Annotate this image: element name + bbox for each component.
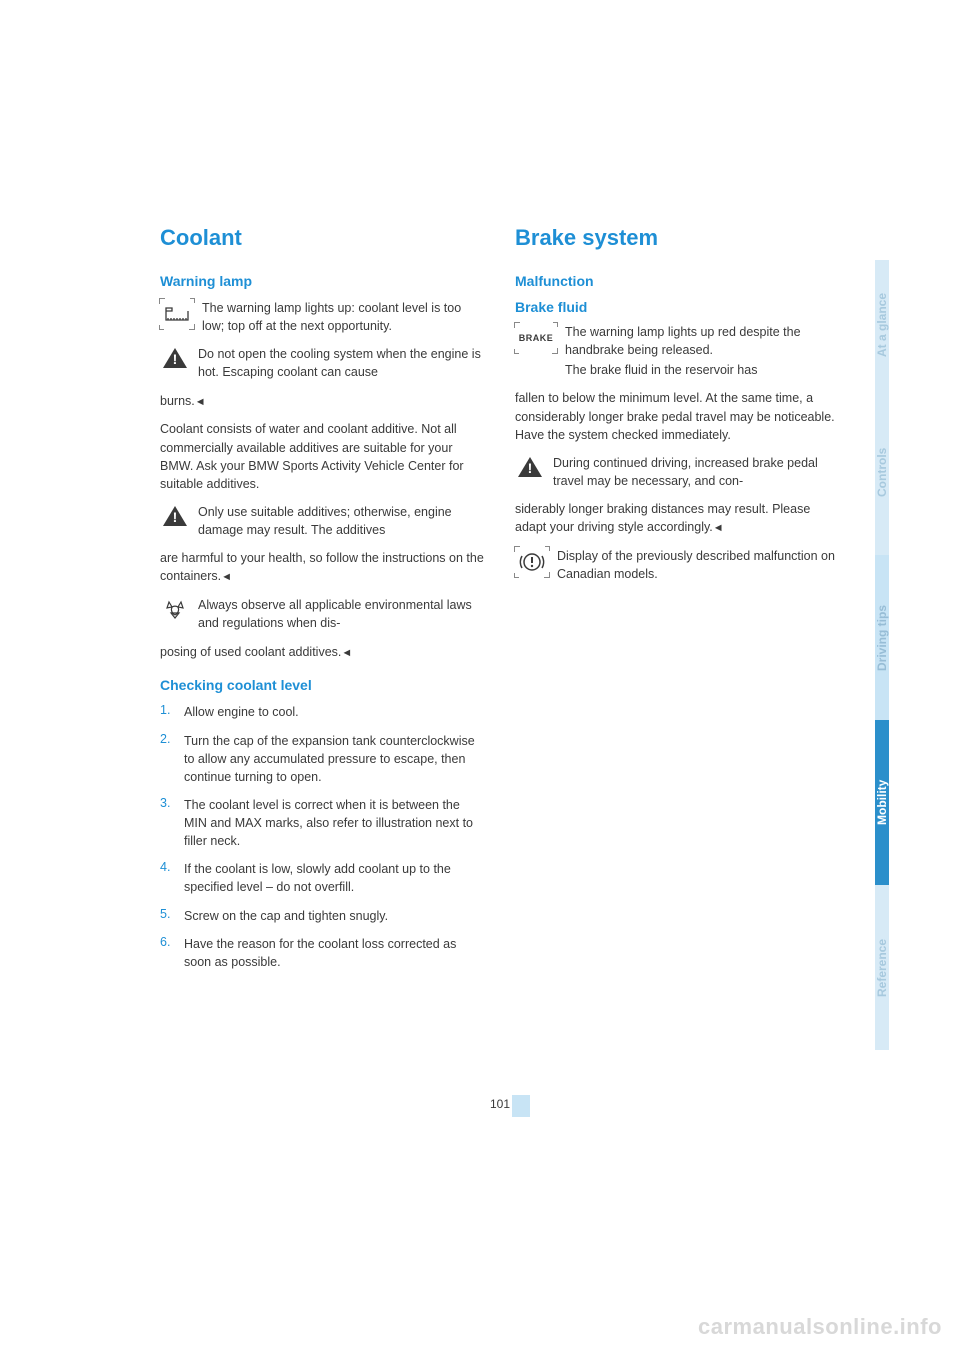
left-column: Coolant Warning lamp The warning lamp li… <box>160 225 485 981</box>
warning-triangle-icon: ! <box>160 503 190 529</box>
brake-caution-block: ! During continued driving, increased br… <box>515 454 840 492</box>
warning-p4b: are harmful to your health, so follow th… <box>160 549 485 586</box>
brake-text-icon: BRAKE <box>515 323 557 353</box>
warning-p2a: Do not open the cooling system when the … <box>198 345 485 381</box>
warning-triangle-icon: ! <box>515 454 545 480</box>
checking-heading: Checking coolant level <box>160 677 485 693</box>
side-tab[interactable]: Controls <box>875 390 889 555</box>
coolant-level-icon <box>160 299 194 329</box>
brake-title: Brake system <box>515 225 840 251</box>
warning-p1: The warning lamp lights up: coolant leve… <box>202 299 485 335</box>
side-tab[interactable]: At a glance <box>875 260 889 390</box>
svg-text:!: ! <box>173 509 178 525</box>
brake-warning-circle-icon <box>515 547 549 577</box>
brake-fluid-heading: Brake fluid <box>515 299 840 315</box>
page-number-bar <box>512 1095 530 1117</box>
brake-p2b: siderably longer braking distances may r… <box>515 500 840 537</box>
svg-text:!: ! <box>528 460 533 476</box>
warning-p4a: Only use suitable additives; otherwise, … <box>198 503 485 539</box>
page-number: 101 <box>490 1097 510 1111</box>
list-item: 6.Have the reason for the coolant loss c… <box>160 935 485 971</box>
side-tab[interactable]: Driving tips <box>875 555 889 720</box>
brake-p2a: During continued driving, increased brak… <box>553 454 840 490</box>
warning-p5a: Always observe all applicable environmen… <box>198 596 485 632</box>
list-item: 1.Allow engine to cool. <box>160 703 485 721</box>
list-item: 5.Screw on the cap and tighten snugly. <box>160 907 485 925</box>
recycle-icon <box>160 596 190 622</box>
side-tabs: At a glanceControlsDriving tipsMobilityR… <box>875 260 905 1050</box>
brake-p1c: fallen to below the minimum level. At th… <box>515 389 840 443</box>
brake-p1b: The brake fluid in the reservoir has <box>565 361 840 379</box>
warning-p3: Coolant consists of water and coolant ad… <box>160 420 485 493</box>
side-tab[interactable]: Reference <box>875 885 889 1050</box>
list-item: 4.If the coolant is low, slowly add cool… <box>160 860 485 896</box>
warning-p5b: posing of used coolant additives.◄ <box>160 643 485 662</box>
checking-list: 1.Allow engine to cool. 2.Turn the cap o… <box>160 703 485 971</box>
svg-text:!: ! <box>173 351 178 367</box>
page-content: Coolant Warning lamp The warning lamp li… <box>160 225 840 981</box>
right-column: Brake system Malfunction Brake fluid BRA… <box>515 225 840 981</box>
brake-icon-block: BRAKE The warning lamp lights up red des… <box>515 323 840 381</box>
brake-p1a: The warning lamp lights up red despite t… <box>565 323 840 359</box>
malfunction-heading: Malfunction <box>515 273 840 289</box>
warning-lamp-heading: Warning lamp <box>160 273 485 289</box>
recycle-block: Always observe all applicable environmen… <box>160 596 485 634</box>
canadian-icon-block: Display of the previously described malf… <box>515 547 840 585</box>
warning-p2b: burns.◄ <box>160 392 485 411</box>
list-item: 2.Turn the cap of the expansion tank cou… <box>160 732 485 786</box>
side-tab[interactable]: Mobility <box>875 720 889 885</box>
brake-p3: Display of the previously described malf… <box>557 547 840 583</box>
list-item: 3.The coolant level is correct when it i… <box>160 796 485 850</box>
caution-block-1: ! Do not open the cooling system when th… <box>160 345 485 383</box>
watermark: carmanualsonline.info <box>698 1314 942 1340</box>
caution-block-2: ! Only use suitable additives; otherwise… <box>160 503 485 541</box>
coolant-title: Coolant <box>160 225 485 251</box>
coolant-icon-block: The warning lamp lights up: coolant leve… <box>160 299 485 337</box>
warning-triangle-icon: ! <box>160 345 190 371</box>
